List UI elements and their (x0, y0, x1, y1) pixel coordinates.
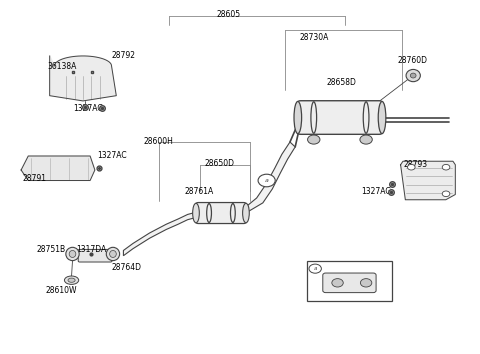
Ellipse shape (69, 251, 76, 257)
FancyBboxPatch shape (323, 273, 376, 293)
Polygon shape (401, 161, 456, 200)
Bar (307, 261, 392, 301)
Ellipse shape (192, 203, 199, 223)
Circle shape (442, 191, 450, 196)
Circle shape (309, 264, 322, 273)
Text: 28730A: 28730A (300, 33, 329, 41)
FancyBboxPatch shape (195, 202, 246, 223)
Circle shape (408, 164, 415, 170)
Polygon shape (49, 56, 116, 101)
Ellipse shape (410, 73, 416, 78)
FancyBboxPatch shape (78, 250, 112, 262)
Text: 1317DA: 1317DA (76, 245, 106, 254)
Text: a: a (264, 178, 269, 183)
Circle shape (258, 174, 275, 187)
Text: 28605: 28605 (216, 10, 240, 19)
Circle shape (442, 164, 450, 170)
Text: 28761A: 28761A (184, 187, 214, 196)
Text: 28793: 28793 (403, 160, 427, 169)
Text: 28600H: 28600H (144, 137, 173, 146)
Text: 28658D: 28658D (326, 78, 357, 87)
Ellipse shape (109, 251, 116, 257)
Ellipse shape (406, 69, 420, 82)
Text: 1327AG: 1327AG (361, 187, 392, 196)
Text: 28760D: 28760D (398, 56, 428, 65)
Text: 28764D: 28764D (111, 263, 142, 273)
Text: 28650D: 28650D (204, 159, 234, 168)
Ellipse shape (68, 278, 75, 282)
Text: 1327AG: 1327AG (73, 104, 104, 113)
Text: a: a (313, 266, 317, 271)
Circle shape (332, 279, 343, 287)
Polygon shape (245, 142, 295, 218)
Text: 36138A: 36138A (48, 62, 77, 71)
Text: 28792: 28792 (111, 51, 135, 60)
Text: 28641A: 28641A (325, 270, 355, 279)
Ellipse shape (106, 247, 120, 261)
Polygon shape (123, 211, 200, 256)
Ellipse shape (294, 102, 301, 133)
Circle shape (360, 279, 372, 287)
Text: 28791: 28791 (22, 174, 46, 183)
Text: 1327AC: 1327AC (97, 151, 127, 160)
Ellipse shape (242, 203, 249, 223)
Text: 28751B: 28751B (36, 245, 65, 254)
Polygon shape (21, 156, 95, 181)
Circle shape (360, 135, 372, 144)
FancyBboxPatch shape (297, 101, 383, 134)
Circle shape (308, 135, 320, 144)
Ellipse shape (64, 276, 79, 284)
Ellipse shape (378, 102, 386, 133)
Text: 28610W: 28610W (46, 286, 77, 295)
Ellipse shape (66, 247, 79, 261)
